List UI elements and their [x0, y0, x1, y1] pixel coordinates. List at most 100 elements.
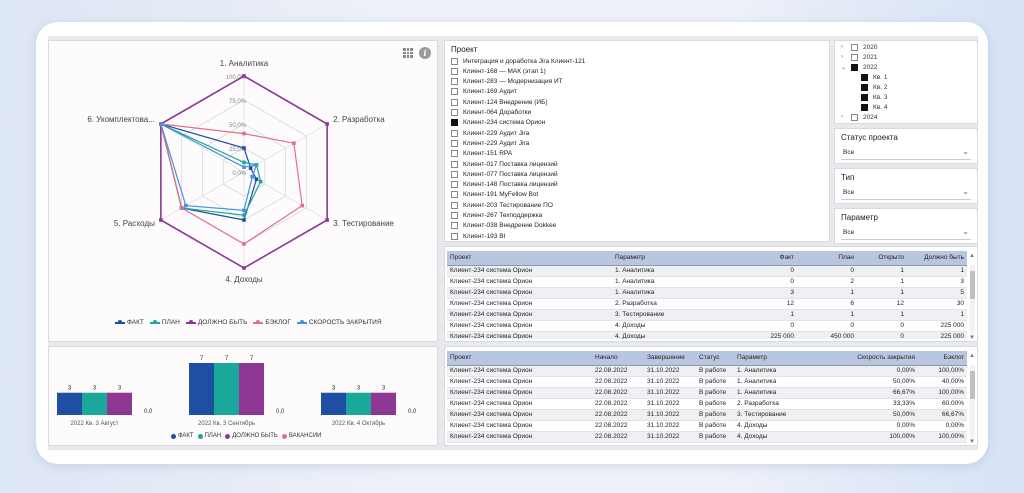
table-row[interactable]: Клиент-234 система Орион 22.08.2022 31.10.… — [447, 420, 967, 432]
chevron-down-icon[interactable]: ⌄ — [962, 227, 969, 236]
checkbox-icon[interactable] — [861, 73, 868, 81]
project-slicer-item[interactable]: Клиент-229 Аудит Jira — [451, 138, 529, 148]
scroll-down-icon[interactable]: ▼ — [969, 439, 975, 445]
table-row[interactable]: Клиент-234 система Орион 22.08.2022 31.10.… — [447, 398, 967, 410]
checkbox-icon[interactable] — [861, 103, 868, 111]
radar-legend-item[interactable]: СКОРОСТЬ ЗАКРЫТИЯ — [296, 319, 382, 326]
project-slicer-item[interactable]: Клиент-229 Аудит Jira — [451, 128, 529, 138]
checkbox-icon[interactable] — [451, 88, 458, 96]
checkbox-icon[interactable] — [451, 109, 458, 116]
project-slicer-item[interactable]: Клиент-283 — Модернизация ИТ — [451, 77, 563, 87]
table-row[interactable]: Клиент-234 система Орион 22.08.2022 31.10.… — [447, 409, 967, 421]
parameter-slicer-value[interactable]: Все — [843, 229, 855, 236]
project-slicer-item[interactable]: Клиент-267 Техподдержка — [451, 211, 542, 221]
project-slicer-item[interactable]: Клиент-168 — МАК (этап 1) — [451, 66, 546, 76]
scroll-up-icon[interactable]: ▲ — [969, 253, 975, 259]
checkbox-icon[interactable] — [451, 78, 458, 86]
checkbox-icon[interactable] — [451, 57, 458, 65]
checkbox-icon[interactable] — [451, 129, 458, 137]
bar-legend-item[interactable]: ФАКТ — [171, 433, 194, 439]
table-row[interactable]: Клиент-234 система Орион 4. Доходы 225 000… — [447, 331, 967, 339]
date-slicer-item[interactable]: ⌄ 2022 — [841, 62, 877, 72]
column-header[interactable]: Скорость закрытия — [842, 351, 918, 366]
column-header[interactable]: Завершение — [644, 351, 696, 366]
radar-legend-item[interactable]: БЭКЛОГ — [253, 319, 291, 326]
date-slicer-item[interactable]: Кв. 2 — [851, 82, 887, 92]
project-slicer-item[interactable]: Клиент-191 MyFellow Bot — [451, 190, 538, 200]
table-row[interactable]: Клиент-234 система Орион 4. Доходы 0 0 0 225 … — [447, 320, 967, 332]
date-slicer-item[interactable]: Кв. 1 — [851, 72, 887, 82]
column-header[interactable]: Параметр — [734, 351, 842, 366]
radar-legend-item[interactable]: ПЛАН — [149, 319, 180, 326]
date-slicer-item[interactable]: Кв. 3 — [851, 92, 887, 102]
checkbox-icon[interactable] — [451, 98, 458, 106]
type-slicer-value[interactable]: Все — [843, 189, 855, 196]
bar-legend-item[interactable]: ДОЛЖНО БЫТЬ — [225, 433, 278, 439]
table-row[interactable]: Клиент-234 система Орион 1. Аналитика 3 1 1 5 — [447, 287, 967, 299]
checkbox-icon[interactable] — [451, 201, 458, 209]
checkbox-icon[interactable] — [861, 93, 868, 101]
checkbox-icon[interactable] — [851, 113, 858, 121]
column-header[interactable]: Проект — [447, 251, 612, 266]
scrollbar[interactable] — [970, 265, 975, 337]
table-row[interactable]: Клиент-234 система Орион 3. Тестирование 1… — [447, 309, 967, 321]
column-header[interactable]: Факт — [737, 251, 797, 266]
project-slicer-item[interactable]: Клиент-169 Аудит — [451, 87, 517, 97]
info-icon[interactable]: i — [419, 47, 431, 59]
scroll-down-icon[interactable]: ▼ — [969, 335, 975, 341]
checkbox-icon[interactable] — [451, 119, 458, 127]
checkbox-icon[interactable] — [851, 63, 858, 71]
column-header[interactable]: План — [797, 251, 857, 266]
column-header[interactable]: Параметр — [612, 251, 737, 266]
scrollbar[interactable] — [970, 365, 975, 441]
project-slicer-item[interactable]: Клиент-077 Поставка лицензий — [451, 169, 558, 179]
project-slicer-item[interactable]: Клиент-203 Тестирование ПО — [451, 200, 553, 210]
checkbox-icon[interactable] — [451, 222, 458, 230]
project-slicer-item[interactable]: Клиент-151 RPA — [451, 149, 512, 159]
checkbox-icon[interactable] — [861, 83, 868, 91]
chevron-right-icon[interactable]: › — [841, 44, 843, 50]
column-header[interactable]: Должно быть — [907, 251, 967, 266]
table-row[interactable]: Клиент-234 система Орион 1. Аналитика 0 2 1 3 — [447, 276, 967, 288]
table-row[interactable]: Клиент-234 система Орион 2. Разработка 12 6… — [447, 298, 967, 310]
checkbox-icon[interactable] — [451, 170, 458, 178]
chevron-right-icon[interactable]: › — [841, 54, 843, 60]
project-slicer-item[interactable]: Клиент-017 Поставка лицензий — [451, 159, 558, 169]
checkbox-icon[interactable] — [451, 181, 458, 189]
project-slicer-item[interactable]: Клиент-038 Внедрение Dokkee — [451, 221, 556, 231]
column-header[interactable]: Бэклог — [918, 351, 967, 366]
date-slicer-item[interactable]: › 2021 — [841, 52, 877, 62]
date-slicer-item[interactable]: Кв. 4 — [851, 102, 887, 112]
project-slicer-item[interactable]: Клиент-193 BI — [451, 231, 505, 241]
table-row[interactable]: Клиент-234 система Орион 22.08.2022 31.10.… — [447, 365, 967, 377]
table-view-icon[interactable] — [403, 48, 413, 58]
checkbox-icon[interactable] — [451, 139, 458, 147]
project-slicer-item[interactable]: Клиент-234 система Орион — [451, 118, 545, 128]
checkbox-icon[interactable] — [451, 67, 458, 75]
table-row[interactable]: Клиент-234 система Орион 22.08.2022 31.10.… — [447, 431, 967, 443]
chevron-down-icon[interactable]: ⌄ — [962, 187, 969, 196]
column-header[interactable]: Открыто — [857, 251, 907, 266]
checkbox-icon[interactable] — [851, 53, 858, 61]
column-header[interactable]: Статус — [696, 351, 734, 366]
date-slicer-item[interactable]: › 2020 — [841, 42, 877, 52]
project-slicer-item[interactable]: Интеграция и доработка Jira Клиент-121 — [451, 56, 585, 66]
radar-legend-item[interactable]: ФАКТ — [115, 319, 144, 326]
column-header[interactable]: Проект — [447, 351, 592, 366]
project-slicer-item[interactable]: Клиент-064 Доработки — [451, 108, 531, 118]
project-slicer-item[interactable]: Клиент-124 Внедрение (ИБ) — [451, 97, 548, 107]
checkbox-icon[interactable] — [451, 232, 458, 240]
date-slicer-item[interactable]: › 2024 — [841, 112, 877, 122]
checkbox-icon[interactable] — [451, 160, 458, 168]
checkbox-icon[interactable] — [451, 150, 458, 158]
bar-legend-item[interactable]: ВАКАНСИИ — [281, 433, 321, 439]
radar-legend-item[interactable]: ДОЛЖНО БЫТЬ — [185, 319, 247, 326]
checkbox-icon[interactable] — [851, 43, 858, 51]
table-row[interactable]: Клиент-234 система Орион 1. Аналитика 0 0 1 1 — [447, 265, 967, 277]
chevron-down-icon[interactable]: ⌄ — [841, 64, 847, 71]
status-slicer-value[interactable]: Все — [843, 149, 855, 156]
checkbox-icon[interactable] — [451, 191, 458, 199]
table-row[interactable]: Клиент-234 система Орион 22.08.2022 31.10.… — [447, 387, 967, 399]
bar-legend-item[interactable]: ПЛАН — [197, 433, 221, 439]
project-slicer-item[interactable]: Клиент-148 Поставка лицензий — [451, 180, 558, 190]
